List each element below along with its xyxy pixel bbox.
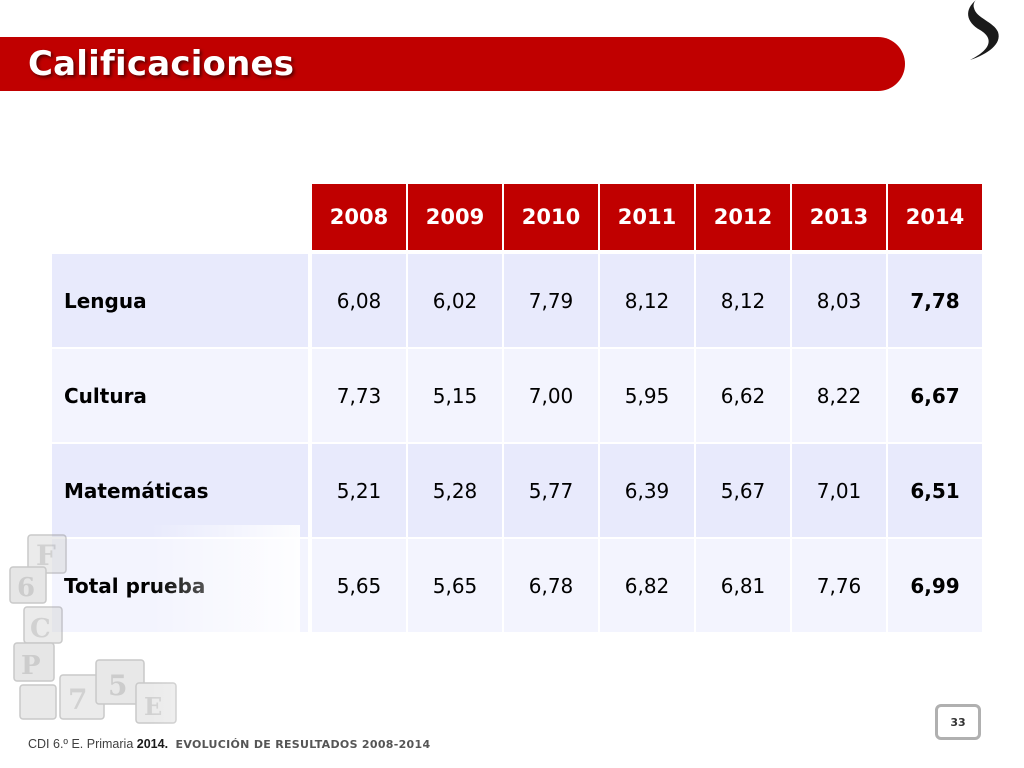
table-cell: 8,03 xyxy=(790,254,886,349)
svg-text:F: F xyxy=(36,539,56,572)
table-cell: 6,39 xyxy=(598,444,694,539)
table-cell: 7,79 xyxy=(502,254,598,349)
table-cell: 7,01 xyxy=(790,444,886,539)
year-header: 2010 xyxy=(502,184,598,250)
year-header: 2009 xyxy=(406,184,502,250)
table-cell: 6,08 xyxy=(310,254,406,349)
table-cell: 8,12 xyxy=(598,254,694,349)
table-cell: 5,21 xyxy=(310,444,406,539)
svg-text:5: 5 xyxy=(108,669,127,702)
table-cell-highlight: 7,78 xyxy=(886,254,982,349)
slide-footer: CDI 6.º E. Primaria 2014. EVOLUCIÓN DE R… xyxy=(28,737,430,751)
table-cell: 5,65 xyxy=(310,539,406,634)
year-header: 2014 xyxy=(886,184,982,250)
table-cell-highlight: 6,99 xyxy=(886,539,982,634)
table-cell: 7,00 xyxy=(502,349,598,444)
year-header: 2012 xyxy=(694,184,790,250)
table-cell: 7,73 xyxy=(310,349,406,444)
table-cell: 5,77 xyxy=(502,444,598,539)
table-cell: 7,76 xyxy=(790,539,886,634)
table-cell: 5,95 xyxy=(598,349,694,444)
table-row: Lengua 6,08 6,02 7,79 8,12 8,12 8,03 7,7… xyxy=(52,254,982,349)
table-cell: 6,78 xyxy=(502,539,598,634)
svg-text:P: P xyxy=(21,651,41,681)
year-header: 2013 xyxy=(790,184,886,250)
svg-text:6: 6 xyxy=(17,573,35,603)
page-number: 33 xyxy=(950,715,966,729)
footer-section: EVOLUCIÓN DE RESULTADOS 2008-2014 xyxy=(175,738,431,751)
table-corner xyxy=(52,184,310,250)
title-bar xyxy=(0,37,905,91)
toy-blocks-illustration: F 6 C P 7 5 E xyxy=(9,525,300,740)
swoosh-logo-icon xyxy=(968,0,999,60)
table-cell: 6,82 xyxy=(598,539,694,634)
row-label: Lengua xyxy=(52,254,310,349)
year-header: 2011 xyxy=(598,184,694,250)
table-cell: 6,02 xyxy=(406,254,502,349)
table-cell: 6,81 xyxy=(694,539,790,634)
table-row: Cultura 7,73 5,15 7,00 5,95 6,62 8,22 6,… xyxy=(52,349,982,444)
year-header: 2008 xyxy=(310,184,406,250)
table-cell-highlight: 6,51 xyxy=(886,444,982,539)
svg-text:7: 7 xyxy=(68,683,87,716)
table-cell: 5,15 xyxy=(406,349,502,444)
page-number-box: 33 xyxy=(935,704,981,740)
table-cell-highlight: 6,67 xyxy=(886,349,982,444)
table-cell: 6,62 xyxy=(694,349,790,444)
table-cell: 5,65 xyxy=(406,539,502,634)
footer-prefix: CDI 6.º E. Primaria xyxy=(28,737,134,751)
table-cell: 8,12 xyxy=(694,254,790,349)
grades-table: 2008 2009 2010 2011 2012 2013 2014 Lengu… xyxy=(52,184,982,634)
row-label: Matemáticas xyxy=(52,444,310,539)
table-cell: 8,22 xyxy=(790,349,886,444)
table-header-row: 2008 2009 2010 2011 2012 2013 2014 xyxy=(52,184,982,250)
table-cell: 5,28 xyxy=(406,444,502,539)
table-cell: 5,67 xyxy=(694,444,790,539)
footer-year: 2014. xyxy=(136,737,169,751)
table-row: Matemáticas 5,21 5,28 5,77 6,39 5,67 7,0… xyxy=(52,444,982,539)
svg-text:C: C xyxy=(30,614,51,644)
slide-title: Calificaciones xyxy=(28,44,295,84)
row-label: Cultura xyxy=(52,349,310,444)
